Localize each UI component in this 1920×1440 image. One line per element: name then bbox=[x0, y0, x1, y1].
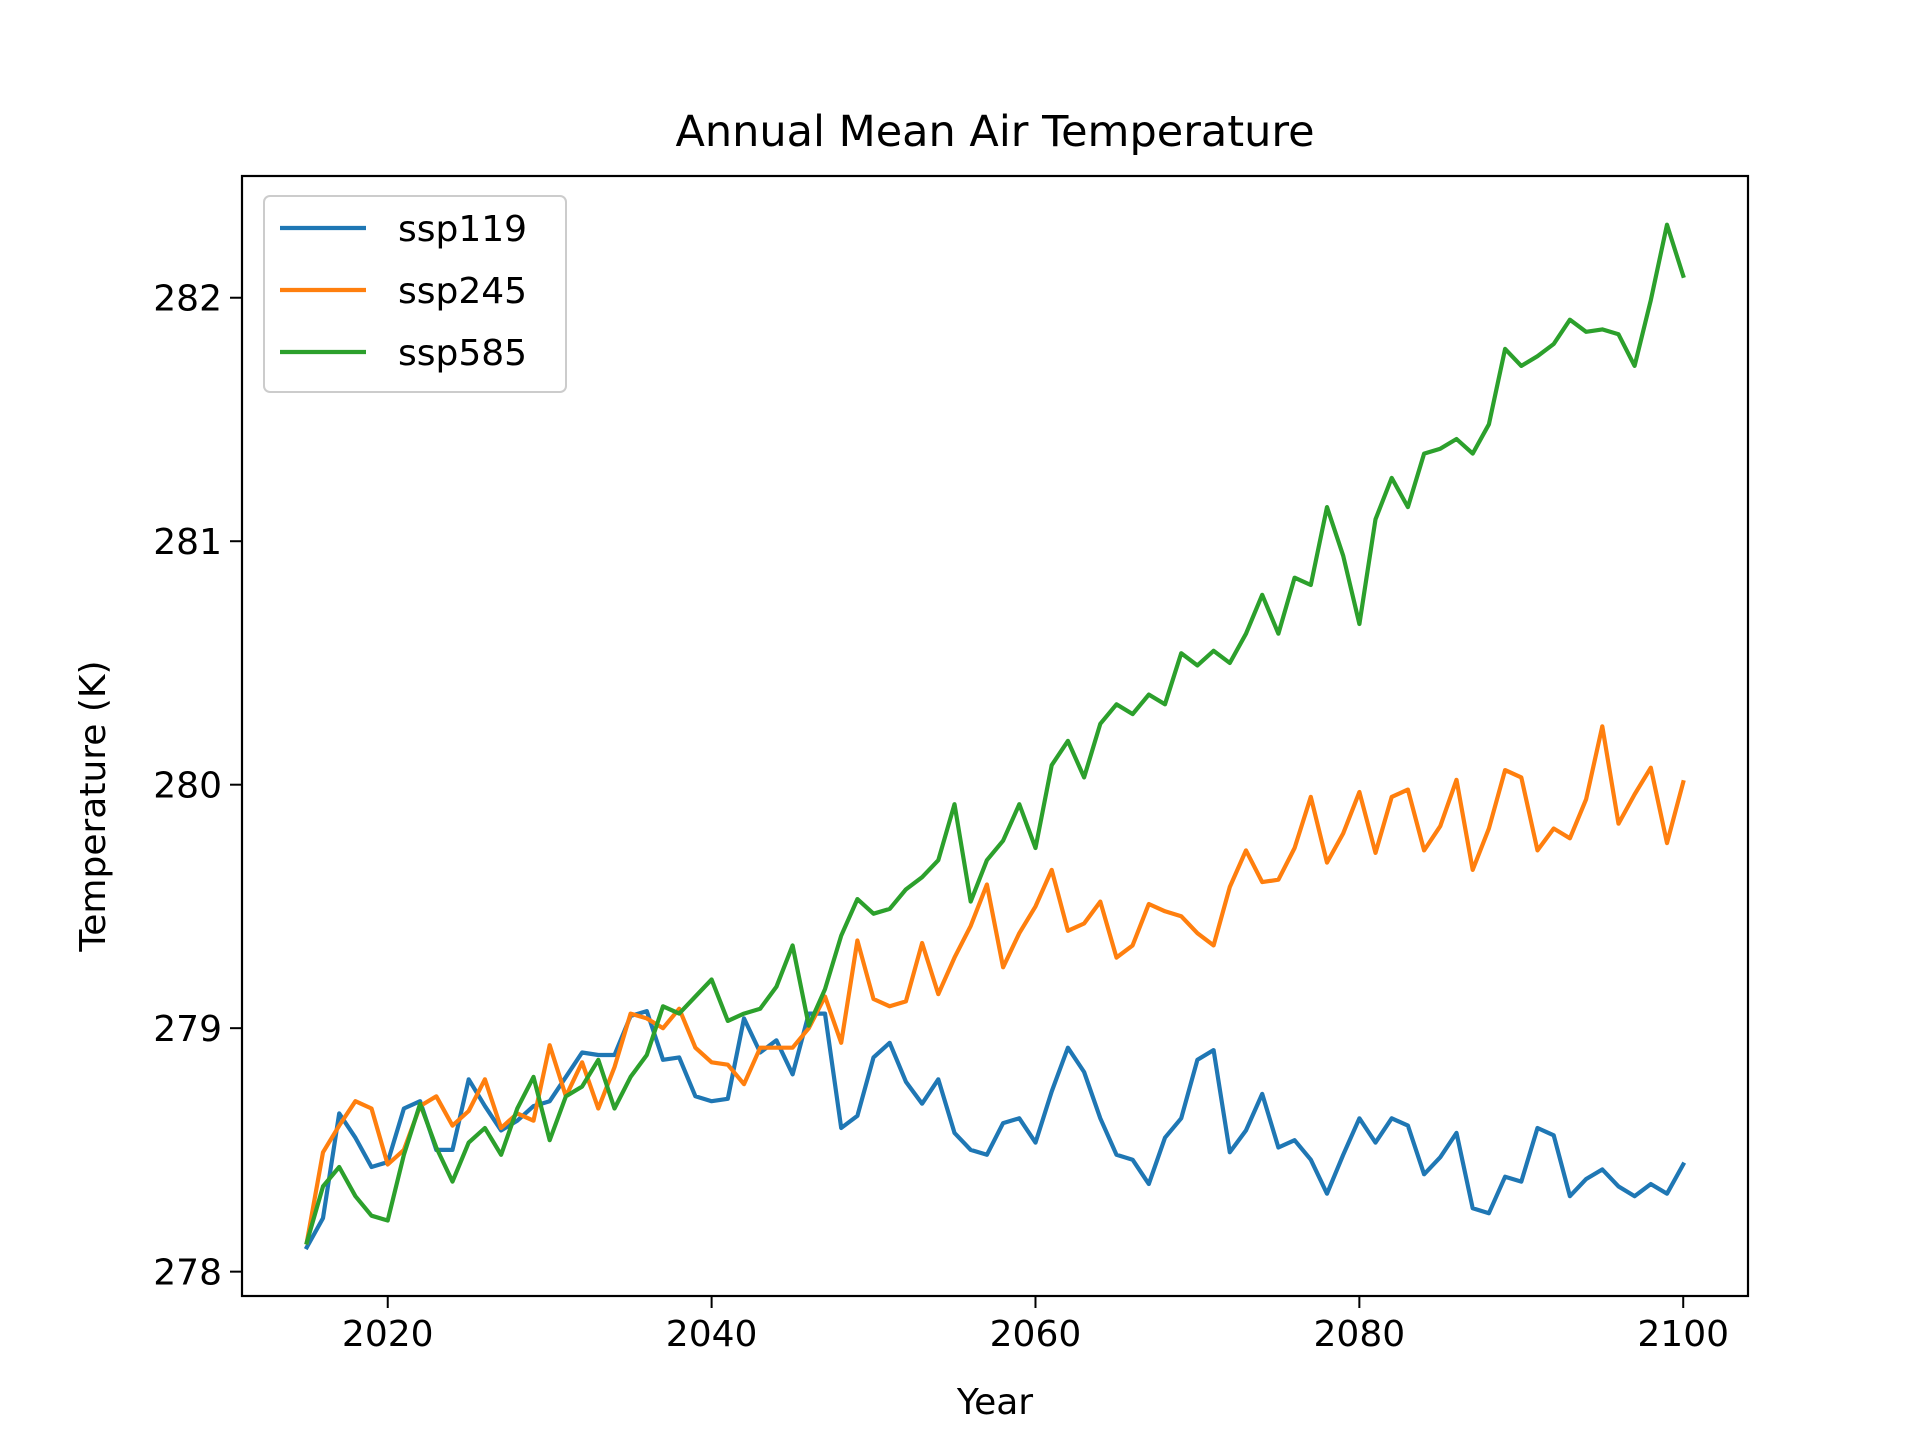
y-tick-label: 280 bbox=[153, 766, 222, 807]
x-axis-title: Year bbox=[956, 1382, 1033, 1423]
series-line-ssp585 bbox=[304, 222, 1686, 1246]
x-tick-label: 2040 bbox=[666, 1314, 758, 1355]
plot-frame bbox=[240, 174, 1750, 1298]
legend-label-ssp119: ssp119 bbox=[398, 209, 527, 250]
y-tick-label: 282 bbox=[153, 279, 222, 320]
series-line-ssp245 bbox=[304, 724, 1686, 1245]
x-axis: 2020 2040 2060 2080 2100 bbox=[342, 1296, 1729, 1355]
legend: ssp119 ssp245 ssp585 bbox=[263, 195, 567, 393]
y-tick-label: 279 bbox=[153, 1009, 222, 1050]
legend-box bbox=[263, 195, 567, 393]
x-tick-label: 2100 bbox=[1637, 1314, 1729, 1355]
series-line-ssp119 bbox=[303, 1008, 1687, 1251]
x-tick-label: 2020 bbox=[342, 1314, 434, 1355]
y-axis-title: Temperature (K) bbox=[73, 660, 114, 952]
y-axis: 278 279 280 281 282 bbox=[153, 279, 242, 1294]
x-tick-label: 2060 bbox=[990, 1314, 1082, 1355]
legend-label-ssp245: ssp245 bbox=[398, 271, 527, 312]
legend-label-ssp585: ssp585 bbox=[398, 333, 527, 374]
x-tick-label: 2080 bbox=[1314, 1314, 1406, 1355]
y-tick-label: 281 bbox=[153, 522, 222, 563]
chart-title: Annual Mean Air Temperature bbox=[675, 107, 1314, 157]
y-tick-label: 278 bbox=[153, 1253, 222, 1294]
plot-area bbox=[303, 222, 1687, 1251]
